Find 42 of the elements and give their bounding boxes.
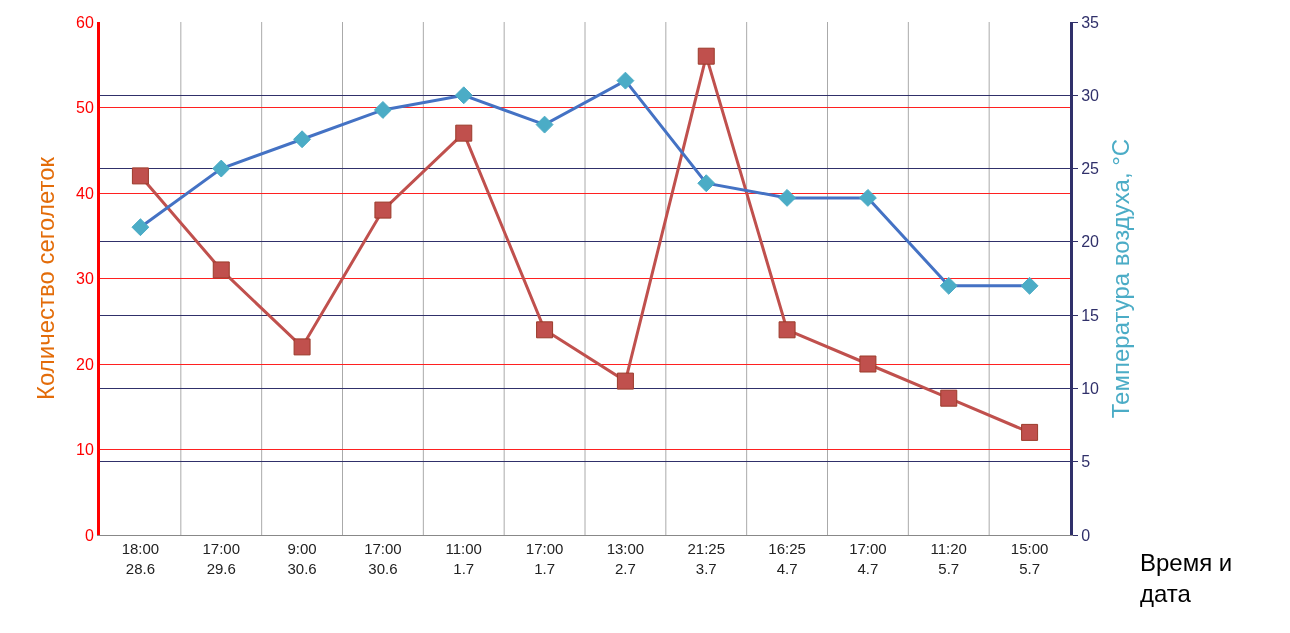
x-tick-label: 17:00 4.7: [849, 540, 887, 577]
x-tick-label: 16:25 4.7: [768, 540, 806, 577]
point: [859, 355, 877, 373]
y-tick-label: 10: [76, 441, 94, 459]
x-tick-label: 17:00 29.6: [202, 540, 241, 577]
x-tick-label: 11:20 5.7: [930, 540, 967, 577]
x-tick-label: 21:25 3.7: [687, 540, 726, 577]
point: [536, 321, 554, 339]
y-tick-label: 60: [76, 13, 94, 31]
x-tick-label: 9:00 30.6: [287, 540, 317, 577]
x-tick-label: 11:00 1.7: [445, 540, 482, 577]
y2-tick-label: 15: [1081, 306, 1100, 324]
y-tick-label: 50: [76, 99, 94, 117]
y-tick-label: 40: [76, 184, 94, 202]
y-tick-label: 0: [84, 526, 94, 544]
point: [616, 372, 634, 390]
x-tick-label: 13:00 2.7: [606, 540, 645, 577]
point: [940, 389, 958, 407]
point: [778, 321, 796, 339]
point: [293, 338, 311, 356]
x-tick-label: 17:00 1.7: [525, 540, 564, 577]
y2-tick-label: 5: [1081, 453, 1091, 471]
y2-tick-label: 0: [1081, 526, 1091, 544]
x-axis-title: Время и дата: [1140, 549, 1233, 608]
y2-tick-label: 35: [1081, 13, 1100, 31]
point: [455, 124, 473, 142]
y2-tick-label: 30: [1081, 86, 1100, 104]
y-tick-label: 20: [76, 355, 94, 373]
point: [697, 47, 715, 65]
y-tick-label: 30: [76, 270, 94, 288]
x-tick-label: 15:00 5.7: [1010, 540, 1049, 577]
y2-tick-label: 25: [1081, 160, 1100, 178]
y-axis-title: Количество сеголеток: [32, 156, 60, 401]
point: [374, 201, 392, 219]
y2-axis-title: Температура воздуха, °C: [1107, 138, 1135, 419]
x-tick-label: 17:00 30.6: [364, 540, 402, 577]
y2-tick-label: 10: [1081, 380, 1100, 398]
y2-tick-label: 20: [1081, 233, 1100, 251]
point: [212, 261, 230, 279]
point: [1021, 423, 1039, 441]
point: [131, 167, 149, 185]
x-tick-label: 18:00 28.6: [121, 540, 160, 577]
